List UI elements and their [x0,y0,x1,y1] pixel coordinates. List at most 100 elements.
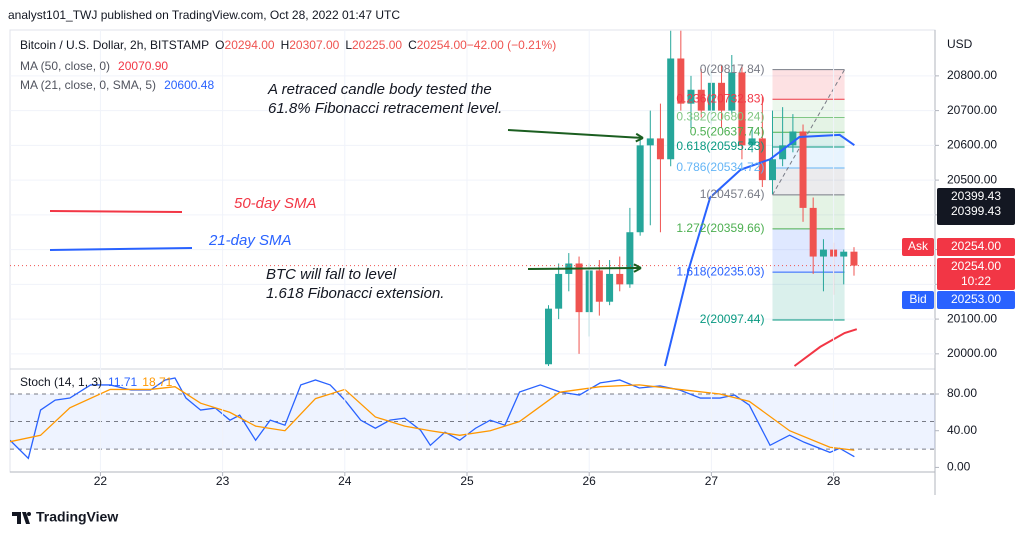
ma-legend: MA (21, close, 0, SMA, 5) 20600.48 [20,78,214,92]
legend-swatch [49,247,193,251]
fib-label: 1.272(20359.66) [676,221,764,235]
y-tick-label: 80.00 [947,386,977,400]
ma-name: MA (50, close, 0) [20,59,110,73]
y-tick-label: 20800.00 [947,68,997,82]
candle-body [738,72,746,146]
ma-line [663,133,855,367]
fib-band [772,99,845,118]
fib-label: 1(20457.64) [700,187,765,201]
candle-body [555,273,563,309]
arrow [507,129,644,139]
ohlc-key: L [345,38,352,52]
y-tick-label: 20500.00 [947,172,997,186]
logo [12,512,31,524]
arrow-head [633,263,642,273]
ma-line [793,328,858,367]
candle-body [697,89,705,111]
y-tick-label: 0.00 [947,460,971,474]
x-tick-label: 28 [827,474,841,488]
candle-body [677,58,685,104]
fib-trend [772,69,846,196]
candle-body [809,207,817,257]
candle-body [626,232,634,285]
annotation: 50-day SMA [234,195,317,212]
symbol-legend: Bitcoin / U.S. Dollar, 2h, BITSTAMP O2029… [20,38,556,52]
x-tick-label: 25 [460,474,474,488]
candle-body [575,263,583,313]
price-tag [937,188,1015,225]
price-tag [937,238,1015,256]
y-tick-label: 20600.00 [947,138,997,152]
ohlc-key: H [281,38,290,52]
fib-band [772,69,845,100]
ohlc-key: O [215,38,224,52]
x-tick-label: 27 [705,474,719,488]
fib-label: 1.618(20235.03) [676,264,764,278]
x-tick-label: 23 [216,474,230,488]
candle-body [667,58,675,160]
price-tag-name: Bid [909,292,926,306]
candle-body [595,270,603,302]
fib-band [772,168,845,195]
fib-band [772,194,845,229]
candle-body [646,138,654,146]
arrow [527,267,642,270]
legend-swatch [49,210,183,213]
fib-label: 0.786(20534.72) [676,160,764,174]
candle-body [840,251,848,257]
fib-label: 0.236(20732.83) [676,91,764,105]
ohlc-value: 20254.00 [417,38,467,52]
candle-body [728,72,736,111]
fib-band [772,117,845,133]
price-tag-text: 20253.00 [951,292,1001,306]
ohlc-value: 20307.00 [289,38,339,52]
candle-body [636,145,644,233]
annotation: 21-day SMA [208,232,292,249]
candle-body [616,273,624,285]
candle-body [748,138,756,146]
ma-name: MA (21, close, 0, SMA, 5) [20,78,156,92]
stoch-line [10,384,855,451]
x-tick-label: 26 [583,474,597,488]
stoch-pane [10,377,935,460]
price-tag-text: 20399.43 [951,189,1001,203]
price-tag-text: 20254.00 [951,259,1001,273]
y-tick-label: 20000.00 [947,346,997,360]
candle-body [545,308,553,365]
brand: TradingView [36,509,118,525]
candle-body [606,273,614,302]
candle-body [850,251,858,266]
candle-body [656,138,664,160]
ohlc-value: 20225.00 [352,38,402,52]
fib-label: 0(20817.84) [700,62,765,76]
stoch-line [10,377,855,460]
y-axis-label: USD [947,37,973,51]
ma-legend: MA (50, close, 0) 20070.90 [20,59,168,73]
ma-value: 20070.90 [118,59,168,73]
fib-label: 0.5(20637.74) [690,124,765,138]
price-tag-name-box [902,238,934,256]
candle-body [687,89,695,104]
publisher: analyst101_TWJ published on TradingView.… [8,8,400,22]
symbol: Bitcoin / U.S. Dollar, 2h, BITSTAMP [20,38,209,52]
price-tag [937,258,1015,290]
ohlc-key: C [408,38,417,52]
stoch-value: 18.71 [142,375,172,389]
x-tick-label: 22 [94,474,108,488]
price-tag [937,291,1015,309]
price-tag-text: 20399.43 [951,204,1001,218]
candle-body [779,145,787,160]
candle-body [758,138,766,181]
fib-label: 2(20097.44) [700,312,765,326]
price-tag-name: Ask [908,239,929,253]
candle-body [718,82,726,111]
candle-body [789,131,797,146]
fib-band [772,272,845,320]
y-tick-label: 20700.00 [947,103,997,117]
stoch-title: Stoch (14, 1, 3) [20,375,102,389]
annotation: 1.618 Fibonacci extension. [266,285,444,302]
candle-body [799,131,807,208]
x-tick-label: 24 [338,474,352,488]
y-tick-label: 20100.00 [947,311,997,325]
